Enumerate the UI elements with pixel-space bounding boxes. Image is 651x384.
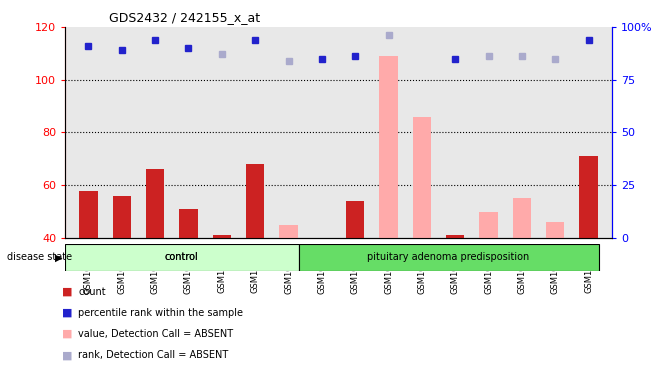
Text: rank, Detection Call = ABSENT: rank, Detection Call = ABSENT <box>78 350 229 360</box>
Text: ■: ■ <box>62 308 72 318</box>
Text: value, Detection Call = ABSENT: value, Detection Call = ABSENT <box>78 329 233 339</box>
Bar <box>113 196 131 238</box>
Text: control: control <box>165 252 199 262</box>
Bar <box>513 199 531 238</box>
Text: ▶: ▶ <box>55 252 63 262</box>
Bar <box>279 225 298 238</box>
Text: pituitary adenoma predisposition: pituitary adenoma predisposition <box>367 252 530 262</box>
Bar <box>79 190 98 238</box>
Bar <box>380 56 398 238</box>
Bar <box>413 117 431 238</box>
Text: disease state: disease state <box>7 252 72 262</box>
Bar <box>546 222 564 238</box>
Bar <box>246 164 264 238</box>
Bar <box>479 212 498 238</box>
Text: percentile rank within the sample: percentile rank within the sample <box>78 308 243 318</box>
Bar <box>146 169 164 238</box>
Bar <box>299 244 599 271</box>
Bar <box>213 235 231 238</box>
Text: ■: ■ <box>62 350 72 360</box>
Text: ■: ■ <box>62 329 72 339</box>
Text: GDS2432 / 242155_x_at: GDS2432 / 242155_x_at <box>109 11 260 24</box>
Bar <box>579 156 598 238</box>
Bar <box>446 235 464 238</box>
Text: control: control <box>165 252 199 262</box>
Bar <box>65 244 299 271</box>
Text: count: count <box>78 287 105 297</box>
Bar <box>179 209 198 238</box>
Text: ■: ■ <box>62 287 72 297</box>
Bar <box>346 201 365 238</box>
